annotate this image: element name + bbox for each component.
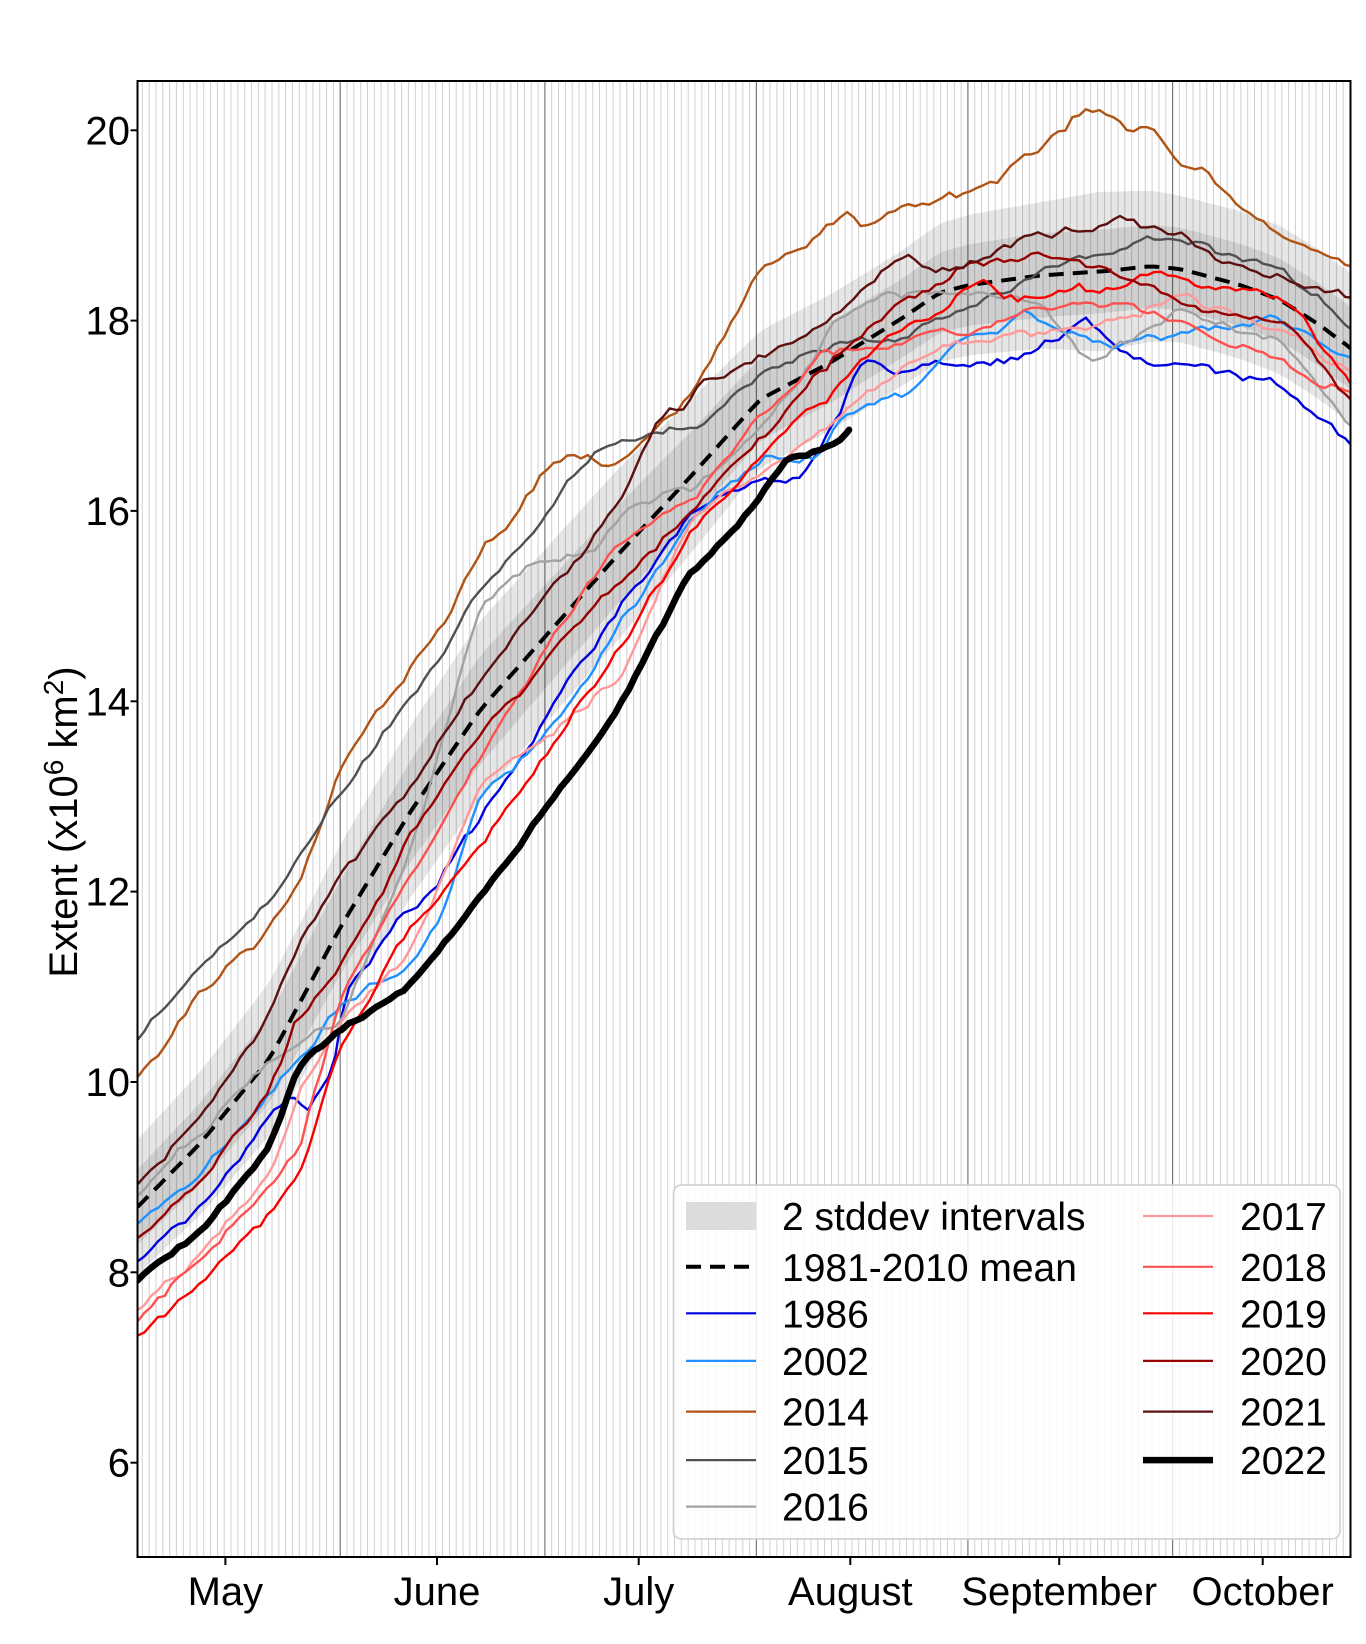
svg-text:14: 14 — [86, 680, 131, 724]
svg-text:2017: 2017 — [1240, 1196, 1327, 1239]
svg-text:May: May — [188, 1570, 264, 1614]
svg-text:6: 6 — [108, 1442, 130, 1486]
svg-text:12: 12 — [86, 871, 131, 915]
svg-text:20: 20 — [86, 109, 131, 153]
svg-text:18: 18 — [86, 300, 131, 344]
svg-text:2019: 2019 — [1240, 1293, 1327, 1336]
svg-text:Extent (x106 km2): Extent (x106 km2) — [38, 666, 86, 977]
svg-text:2018: 2018 — [1240, 1247, 1327, 1290]
svg-text:8: 8 — [108, 1251, 130, 1295]
svg-text:July: July — [603, 1570, 674, 1614]
svg-text:2016: 2016 — [782, 1487, 869, 1530]
svg-text:2022: 2022 — [1240, 1440, 1327, 1483]
svg-text:2021: 2021 — [1240, 1392, 1327, 1435]
svg-text:2 stddev intervals: 2 stddev intervals — [782, 1196, 1086, 1239]
svg-text:10: 10 — [86, 1061, 131, 1105]
svg-text:August: August — [788, 1570, 913, 1614]
svg-text:2015: 2015 — [782, 1440, 869, 1483]
svg-text:2020: 2020 — [1240, 1341, 1327, 1384]
svg-text:1986: 1986 — [782, 1293, 869, 1336]
svg-text:October: October — [1192, 1570, 1334, 1614]
svg-text:June: June — [394, 1570, 481, 1614]
svg-text:2002: 2002 — [782, 1341, 869, 1384]
svg-text:2014: 2014 — [782, 1392, 869, 1435]
svg-text:September: September — [961, 1570, 1157, 1614]
svg-text:1981-2010 mean: 1981-2010 mean — [782, 1247, 1077, 1290]
svg-text:16: 16 — [86, 490, 131, 534]
